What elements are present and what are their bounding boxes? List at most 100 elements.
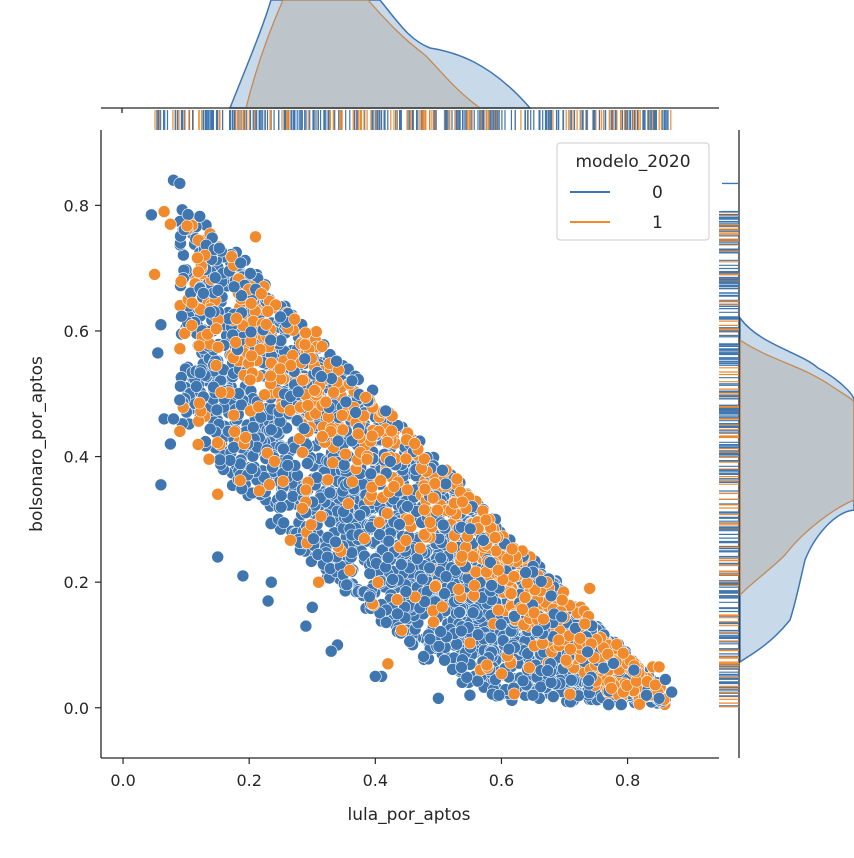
- point-series-1: [264, 369, 277, 383]
- point-series-1: [371, 576, 385, 589]
- point-series-1: [428, 580, 442, 593]
- point-series-1: [312, 575, 325, 589]
- point-series-1: [259, 318, 273, 331]
- point-series-0: [330, 354, 343, 368]
- point-series-1: [463, 636, 477, 650]
- point-series-0: [438, 653, 451, 667]
- point-series-1: [648, 678, 662, 692]
- point-series-1: [209, 359, 223, 372]
- point-series-0: [602, 698, 615, 711]
- point-series-1: [214, 386, 228, 399]
- y-axis-label: bolsonaro_por_aptos: [27, 356, 47, 532]
- point-series-1: [299, 326, 312, 340]
- point-series-1: [343, 563, 357, 577]
- point-series-1: [296, 501, 309, 515]
- point-series-0: [436, 463, 449, 477]
- scatter-points: [145, 173, 679, 711]
- point-series-0: [298, 352, 312, 366]
- point-series-0: [379, 404, 393, 418]
- point-series-1: [261, 304, 275, 318]
- point-series-0: [261, 594, 275, 608]
- point-series-1: [360, 452, 374, 466]
- point-series-1: [260, 446, 274, 460]
- point-series-0: [463, 522, 477, 536]
- point-series-1: [387, 480, 401, 493]
- point-series-0: [391, 607, 404, 621]
- point-series-0: [581, 645, 594, 659]
- point-series-1: [276, 475, 290, 488]
- point-series-0: [393, 518, 406, 531]
- point-series-0: [181, 208, 195, 221]
- point-series-0: [403, 635, 417, 648]
- point-series-0: [471, 674, 485, 688]
- point-series-0: [247, 420, 260, 434]
- point-series-0: [291, 385, 305, 399]
- point-series-0: [534, 574, 548, 588]
- point-series-0: [290, 414, 304, 427]
- point-series-0: [151, 346, 165, 360]
- point-series-0: [331, 434, 345, 448]
- point-series-0: [415, 572, 429, 586]
- point-series-1: [211, 487, 224, 501]
- point-series-0: [364, 467, 378, 481]
- point-series-1: [268, 454, 281, 468]
- point-series-1: [527, 606, 541, 620]
- point-series-0: [315, 370, 328, 383]
- point-series-0: [329, 535, 342, 549]
- point-series-1: [507, 687, 521, 701]
- point-series-1: [413, 541, 427, 555]
- x-tick-label: 0.4: [363, 771, 388, 790]
- point-series-1: [284, 533, 297, 547]
- y-tick-label: 0.6: [64, 322, 89, 341]
- point-series-1: [456, 495, 469, 509]
- point-series-1: [252, 484, 266, 498]
- point-series-0: [659, 673, 672, 686]
- point-series-0: [208, 271, 222, 285]
- point-series-0: [274, 489, 288, 502]
- point-series-1: [399, 452, 413, 466]
- point-series-0: [607, 657, 620, 670]
- point-series-0: [244, 325, 258, 339]
- point-series-0: [492, 688, 506, 702]
- point-series-0: [245, 462, 259, 476]
- point-series-0: [438, 587, 451, 600]
- point-series-1: [616, 646, 630, 660]
- point-series-0: [227, 280, 241, 294]
- point-series-1: [346, 475, 359, 489]
- point-series-0: [203, 305, 217, 319]
- point-series-0: [234, 256, 247, 270]
- top-rug: [154, 110, 672, 130]
- point-series-0: [379, 616, 393, 629]
- point-series-1: [578, 617, 592, 631]
- point-series-0: [432, 639, 446, 653]
- point-series-0: [299, 619, 313, 633]
- point-series-0: [145, 208, 158, 222]
- point-series-0: [277, 516, 291, 530]
- point-series-1: [601, 647, 615, 661]
- x-axis-label: lula_por_aptos: [348, 805, 471, 825]
- point-series-1: [455, 549, 469, 563]
- point-series-1: [249, 230, 262, 244]
- point-series-1: [174, 275, 188, 288]
- point-series-1: [227, 408, 241, 422]
- point-series-1: [164, 217, 177, 231]
- point-series-0: [324, 644, 338, 658]
- point-series-1: [385, 424, 398, 438]
- point-series-1: [358, 532, 371, 545]
- point-series-1: [315, 430, 329, 443]
- point-series-1: [605, 681, 618, 695]
- point-series-1: [229, 335, 242, 349]
- point-series-0: [244, 267, 257, 280]
- point-series-0: [526, 688, 540, 702]
- point-series-0: [546, 690, 560, 703]
- point-series-0: [353, 508, 367, 522]
- point-series-0: [323, 486, 337, 500]
- point-series-1: [178, 327, 191, 340]
- point-series-1: [445, 541, 459, 554]
- point-series-0: [236, 569, 250, 583]
- point-series-0: [339, 395, 353, 409]
- point-series-1: [380, 435, 394, 449]
- point-series-1: [516, 602, 529, 616]
- point-series-0: [349, 406, 362, 419]
- point-series-0: [381, 551, 395, 564]
